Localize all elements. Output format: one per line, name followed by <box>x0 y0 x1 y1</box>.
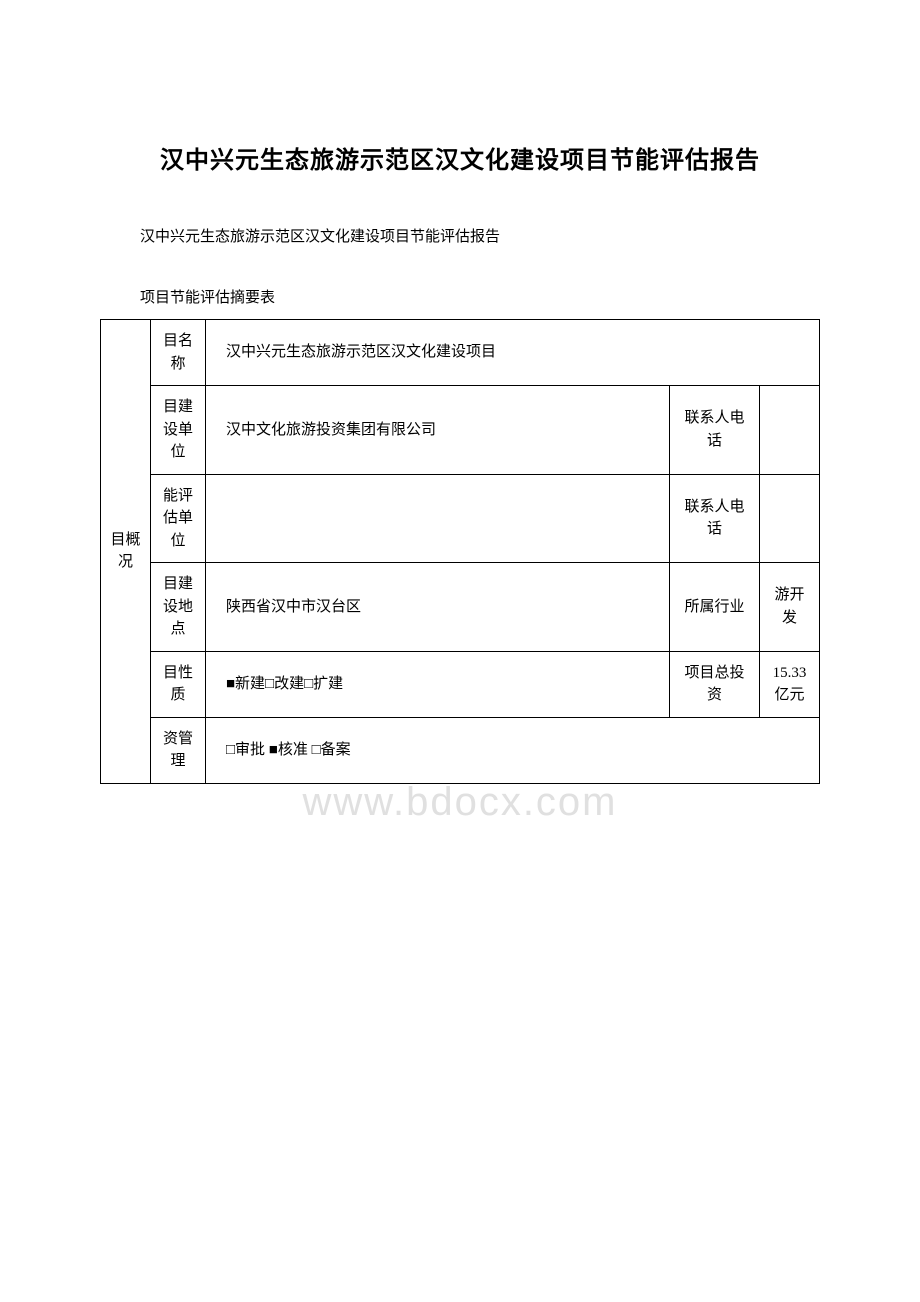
row-value: 汉中兴元生态旅游示范区汉文化建设项目 <box>206 320 820 386</box>
document-title: 汉中兴元生态旅游示范区汉文化建设项目节能评估报告 <box>100 140 820 175</box>
row-value <box>206 474 670 563</box>
table-caption: 项目节能评估摘要表 <box>100 286 820 307</box>
document-subtitle: 汉中兴元生态旅游示范区汉文化建设项目节能评估报告 <box>100 225 820 246</box>
row-value: □审批 ■核准 □备案 <box>206 717 820 783</box>
row-label: 目性质 <box>151 651 206 717</box>
row-label: 目名称 <box>151 320 206 386</box>
row-label: 能评估单位 <box>151 474 206 563</box>
table-row: 资管理 □审批 ■核准 □备案 <box>101 717 820 783</box>
table-row: 目建设地点 陕西省汉中市汉台区 所属行业 游开发 <box>101 563 820 652</box>
row-subvalue: 游开发 <box>760 563 820 652</box>
row-subvalue <box>760 386 820 475</box>
row-sublabel: 所属行业 <box>670 563 760 652</box>
table-row: 目建设单位 汉中文化旅游投资集团有限公司 联系人电话 <box>101 386 820 475</box>
table-row: 目概况 目名称 汉中兴元生态旅游示范区汉文化建设项目 <box>101 320 820 386</box>
row-sublabel: 联系人电话 <box>670 386 760 475</box>
row-label: 目建设地点 <box>151 563 206 652</box>
overview-section-label: 目概况 <box>101 320 151 784</box>
row-label: 资管理 <box>151 717 206 783</box>
row-value: ■新建□改建□扩建 <box>206 651 670 717</box>
watermark: www.bdocx.com <box>303 780 618 825</box>
row-subvalue: 15.33 亿元 <box>760 651 820 717</box>
table-row: 能评估单位 联系人电话 <box>101 474 820 563</box>
summary-table: 目概况 目名称 汉中兴元生态旅游示范区汉文化建设项目 目建设单位 汉中文化旅游投… <box>100 319 820 784</box>
row-value: 汉中文化旅游投资集团有限公司 <box>206 386 670 475</box>
row-sublabel: 联系人电话 <box>670 474 760 563</box>
row-sublabel: 项目总投资 <box>670 651 760 717</box>
row-subvalue <box>760 474 820 563</box>
row-value: 陕西省汉中市汉台区 <box>206 563 670 652</box>
row-label: 目建设单位 <box>151 386 206 475</box>
table-row: 目性质 ■新建□改建□扩建 项目总投资 15.33 亿元 <box>101 651 820 717</box>
page-container: www.bdocx.com 汉中兴元生态旅游示范区汉文化建设项目节能评估报告 汉… <box>100 140 820 784</box>
